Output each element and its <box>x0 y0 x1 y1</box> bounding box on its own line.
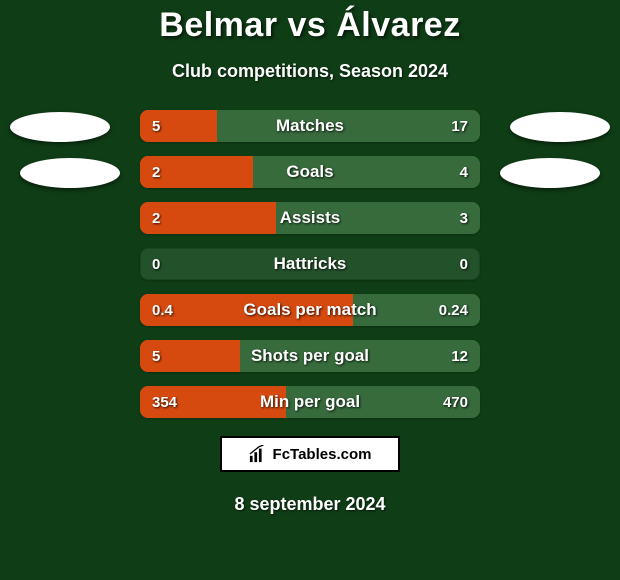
brand-badge: FcTables.com <box>220 436 400 472</box>
stat-value-left: 0 <box>152 248 160 280</box>
stat-fill-right <box>353 294 481 326</box>
stat-fill-left <box>140 202 276 234</box>
stat-row: Assists23 <box>140 202 480 234</box>
player-right-photo-placeholder <box>510 112 610 142</box>
stat-fill-right <box>253 156 480 188</box>
stat-row: Matches517 <box>140 110 480 142</box>
stat-fill-right <box>217 110 480 142</box>
stat-fill-right <box>286 386 480 418</box>
stat-fill-right <box>240 340 480 372</box>
stat-label: Hattricks <box>140 248 480 280</box>
player-right-photo-placeholder-2 <box>500 158 600 188</box>
subtitle: Club competitions, Season 2024 <box>0 61 620 82</box>
date: 8 september 2024 <box>0 494 620 515</box>
stats-area: Matches517 Goals24 Assists23 Hattricks0 0 Goa… <box>0 110 620 418</box>
page-title: Belmar vs Álvarez <box>0 0 620 45</box>
brand-text: FcTables.com <box>273 446 372 463</box>
stat-fill-left <box>140 156 253 188</box>
player-left-photo-placeholder-2 <box>20 158 120 188</box>
stat-value-right: 0 <box>460 248 468 280</box>
stat-row: Goals per match0.40.24 <box>140 294 480 326</box>
brand-chart-icon <box>249 445 267 463</box>
stat-fill-right <box>276 202 480 234</box>
stat-row: Min per goal354470 <box>140 386 480 418</box>
stat-row: Hattricks0 0 <box>140 248 480 280</box>
stat-bars: Matches517 Goals24 Assists23 Hattricks0 0 Goa… <box>140 110 480 418</box>
stat-row: Shots per goal512 <box>140 340 480 372</box>
stat-row: Goals24 <box>140 156 480 188</box>
stat-fill-left <box>140 294 353 326</box>
stat-fill-left <box>140 386 286 418</box>
stat-fill-left <box>140 340 240 372</box>
player-left-photo-placeholder <box>10 112 110 142</box>
stat-fill-left <box>140 110 217 142</box>
